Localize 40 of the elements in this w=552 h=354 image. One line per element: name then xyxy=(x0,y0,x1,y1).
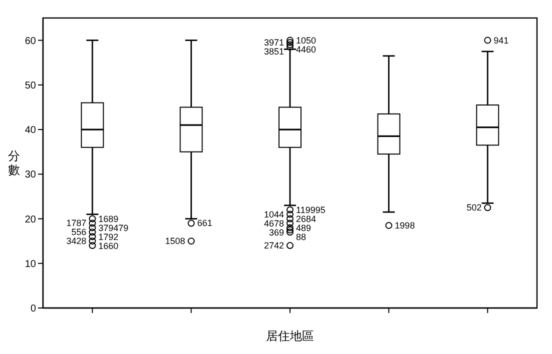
annotation: 3971 xyxy=(264,38,284,48)
annotation: 1998 xyxy=(394,220,415,230)
annotation: 502 xyxy=(466,202,482,213)
annotation: 1660 xyxy=(98,240,118,251)
y-tick-label: 30 xyxy=(24,170,36,181)
y-tick: 0 xyxy=(30,304,44,314)
annotation: 379479 xyxy=(98,222,128,233)
annotation: 1787 xyxy=(66,218,86,228)
annotation: 1508 xyxy=(165,236,186,246)
y-tick-label: 0 xyxy=(30,304,36,314)
y-tick: 60 xyxy=(24,36,44,47)
annotation: 1689 xyxy=(98,214,118,224)
annotation: 661 xyxy=(197,218,212,228)
y-tick: 20 xyxy=(24,214,44,226)
y-tick: 50 xyxy=(24,80,44,92)
annotation: 556 xyxy=(71,227,86,238)
annotation: 1792 xyxy=(98,232,118,242)
y-tick-label: 50 xyxy=(24,80,36,92)
y-tick: 10 xyxy=(24,258,44,270)
y-tick-label: 20 xyxy=(24,214,36,226)
annotation: 119995 xyxy=(296,204,326,215)
y-axis-title: 分數 xyxy=(8,149,20,177)
annotation: 88 xyxy=(296,232,306,242)
annotation: 2742 xyxy=(264,240,284,251)
annotation: 4460 xyxy=(296,44,316,54)
y-tick: 40 xyxy=(24,125,44,136)
x-axis-title: 居住地區 xyxy=(266,329,314,343)
annotation: 489 xyxy=(296,222,312,233)
annotation: 1044 xyxy=(264,209,284,220)
y-tick-label: 60 xyxy=(24,36,36,47)
annotation: 3428 xyxy=(66,236,86,246)
annotation: 941 xyxy=(494,35,509,46)
annotation: 2684 xyxy=(296,214,316,224)
annotation: 3851 xyxy=(264,46,284,57)
annotation: 1050 xyxy=(296,35,316,46)
annotation: 4678 xyxy=(264,218,284,228)
y-tick-label: 10 xyxy=(24,258,36,270)
y-tick: 30 xyxy=(24,170,44,181)
y-tick-label: 40 xyxy=(24,125,36,136)
annotation: 369 xyxy=(268,227,284,238)
